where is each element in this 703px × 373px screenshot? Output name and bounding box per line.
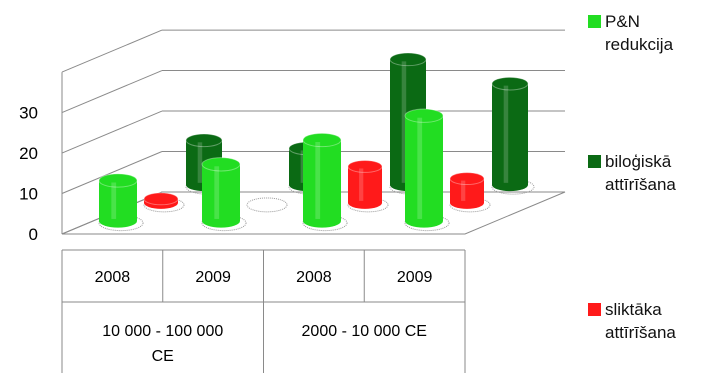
legend-label: P&N redukcija	[605, 12, 674, 54]
y-tick-label: 20	[19, 144, 38, 163]
y-tick-label: 0	[29, 225, 38, 244]
bar-0-2	[302, 132, 348, 232]
bar-2-1	[246, 197, 288, 213]
bar-1-3	[491, 76, 535, 195]
x-group-label: 2000 - 10 000 CE	[302, 323, 427, 340]
gridline-side	[61, 110, 163, 154]
bar-2-3	[449, 172, 491, 213]
y-tick-label: 30	[19, 104, 38, 123]
bar-0-1	[201, 157, 247, 232]
legend-item-biological-treatment: biloģiskā attīrīšana	[588, 150, 703, 196]
x-group-label: CE	[152, 348, 174, 365]
legend-swatch-icon	[588, 15, 601, 28]
bar-2-2	[347, 160, 389, 213]
bar-0-0	[98, 173, 144, 232]
y-tick-label: 10	[19, 185, 38, 204]
legend-item-worse-treatment: sliktāka attīrīšana	[588, 298, 703, 344]
bar-2-0	[143, 192, 185, 213]
x-group-label: 10 000 - 100 000	[102, 323, 223, 340]
chart-legend: P&N redukcija biloģiskā attīrīšana sliktāk…	[588, 10, 703, 370]
legend-swatch-icon	[588, 155, 601, 168]
gridline-side	[61, 151, 163, 194]
legend-swatch-icon	[588, 303, 601, 316]
gridline-side	[61, 70, 163, 114]
x-category-label: 2009	[195, 269, 231, 286]
x-category-label: 2009	[397, 269, 433, 286]
gridline-side	[61, 29, 163, 73]
legend-label: sliktāka attīrīšana	[605, 300, 676, 342]
x-category-label: 2008	[296, 269, 332, 286]
legend-label: biloģiskā attīrīšana	[605, 152, 676, 194]
x-category-label: 2008	[95, 269, 131, 286]
legend-item-pn-reduction: P&N redukcija	[588, 10, 703, 56]
bar-0-3	[404, 108, 450, 232]
